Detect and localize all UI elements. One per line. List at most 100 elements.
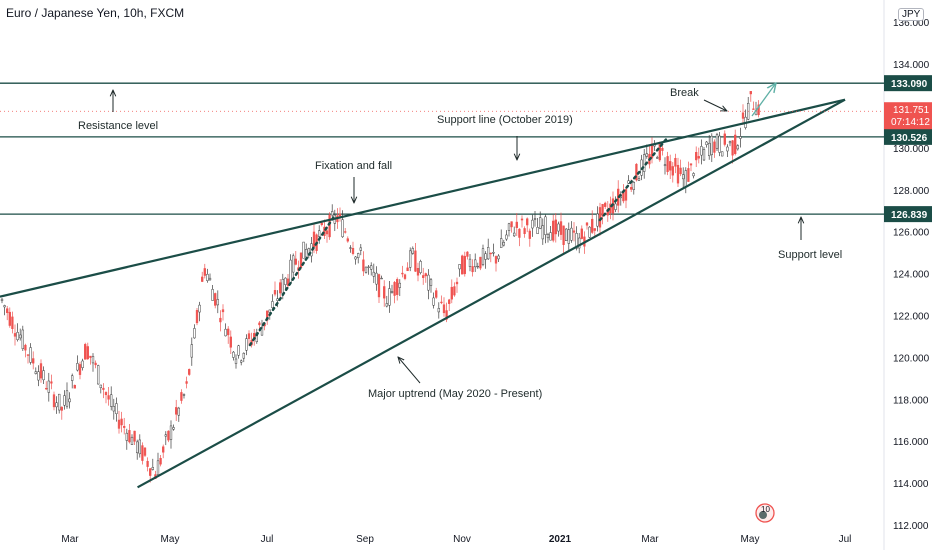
candle — [91, 356, 95, 364]
candle — [562, 225, 565, 245]
candle — [357, 253, 360, 258]
candle — [479, 256, 482, 269]
candle — [666, 156, 669, 172]
candle — [247, 333, 251, 339]
candle — [52, 394, 56, 408]
annotation-label: Break — [670, 87, 699, 99]
candle — [419, 261, 422, 273]
candle — [481, 248, 485, 265]
candle — [24, 344, 27, 351]
candle — [245, 338, 248, 351]
candle — [211, 289, 214, 301]
candle — [757, 104, 760, 116]
candle — [624, 189, 628, 201]
level-price-tag — [884, 75, 932, 92]
candle — [214, 293, 217, 306]
annotation-label: Fixation and fall — [315, 160, 392, 172]
candle — [739, 136, 742, 139]
x-tick-label: Sep — [356, 534, 374, 545]
candle — [604, 202, 607, 207]
candle — [364, 266, 368, 273]
candle — [125, 432, 128, 441]
candle — [55, 402, 58, 408]
candle — [450, 286, 453, 300]
candle — [8, 311, 11, 326]
candle — [271, 301, 274, 308]
candle — [632, 181, 635, 190]
y-tick-label: 120.000 — [893, 353, 930, 364]
candle — [741, 112, 745, 119]
candle — [708, 142, 711, 157]
candle — [159, 457, 162, 465]
candle — [188, 369, 191, 375]
candle — [47, 380, 50, 393]
candle — [302, 241, 305, 259]
x-tick-label: 2021 — [549, 534, 572, 545]
candle — [185, 381, 188, 384]
candle — [455, 281, 459, 285]
candle — [593, 228, 596, 231]
candle — [45, 387, 48, 390]
trendline[interactable] — [0, 98, 846, 298]
y-tick-label: 124.000 — [893, 270, 930, 281]
candle — [208, 277, 212, 281]
y-tick-label: 122.000 — [893, 312, 930, 323]
candle — [133, 430, 136, 442]
y-tick-label: 114.000 — [893, 479, 929, 490]
x-tick-label: May — [741, 534, 760, 545]
candle — [684, 170, 687, 188]
candle — [383, 286, 386, 299]
x-tick-label: Jul — [839, 534, 852, 545]
candle — [260, 326, 264, 336]
candle — [552, 220, 555, 241]
candle — [721, 151, 724, 157]
candle — [123, 426, 126, 428]
candle — [232, 351, 235, 358]
candle — [227, 328, 230, 336]
candle — [94, 362, 97, 366]
candle — [390, 291, 394, 294]
candle — [635, 163, 638, 181]
candle — [175, 407, 178, 415]
candle — [86, 346, 89, 360]
y-tick-label: 130.000 — [893, 144, 930, 155]
candle — [195, 310, 199, 324]
candle — [736, 145, 739, 150]
candle — [13, 333, 17, 337]
candle — [346, 238, 349, 242]
candle — [614, 203, 617, 210]
candle — [656, 157, 659, 159]
candle — [219, 317, 222, 323]
candle — [234, 358, 238, 364]
candle — [687, 168, 690, 182]
candle — [474, 259, 477, 268]
candle — [58, 393, 61, 411]
candle — [37, 371, 40, 381]
candle — [396, 279, 399, 295]
candle — [42, 370, 45, 381]
candle — [224, 328, 227, 337]
candle — [3, 305, 6, 308]
candle — [749, 91, 752, 95]
candle — [437, 308, 440, 313]
candle — [414, 250, 417, 272]
breakout-arrow — [751, 83, 776, 117]
candle — [81, 360, 84, 368]
candle — [362, 259, 365, 272]
y-tick-label: 116.000 — [893, 437, 929, 448]
candle — [546, 234, 550, 239]
candle — [151, 467, 154, 470]
currency-button[interactable]: JPY — [898, 8, 925, 21]
candle — [305, 248, 308, 258]
candle — [492, 252, 495, 254]
trendline[interactable] — [137, 98, 846, 489]
level-price-label: 133.090 — [891, 79, 928, 90]
candle — [182, 394, 186, 396]
candle — [572, 230, 576, 233]
candle — [375, 272, 378, 285]
candle — [162, 446, 165, 453]
candle — [487, 247, 490, 260]
y-tick-label: 136.000 — [893, 18, 930, 29]
candle — [16, 332, 19, 341]
